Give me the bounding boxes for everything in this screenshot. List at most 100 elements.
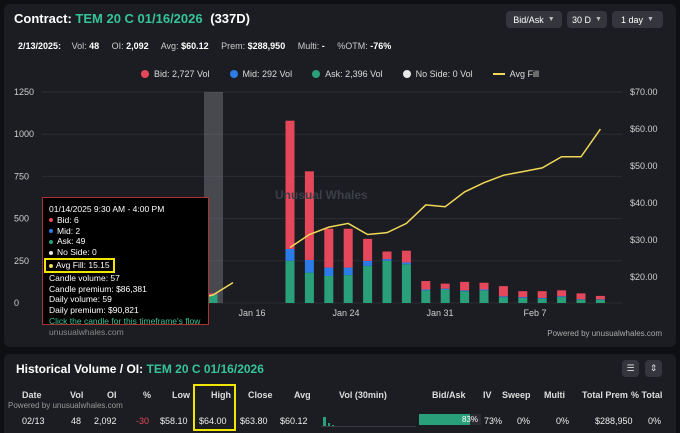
tooltip-hint[interactable]: Click the candle for this timeframe's fl… [49,315,201,326]
range-select[interactable]: 30 D ▼ [567,11,607,28]
legend-mid[interactable]: Mid: 292 Vol [229,68,293,80]
col-date[interactable]: Date [22,390,42,400]
contract-days: (337D) [210,11,250,26]
side-select[interactable]: Bid/Ask ▼ [506,11,562,28]
tooltip-title: 01/14/2025 9:30 AM - 4:00 PM [49,204,165,214]
legend-bid[interactable]: Bid: 2,727 Vol [140,68,210,80]
bar-mid [401,262,411,265]
expand-icon[interactable]: ⇕ [645,360,662,377]
row-vol: 48 [71,416,82,426]
tooltip-avg-row: Avg Fill: 15.15 [44,257,202,273]
bar-bid [440,283,450,289]
bar-mid [363,260,373,266]
row-date[interactable]: 02/13 [22,416,45,426]
col-multi[interactable]: Multi [544,390,565,400]
side-select-label: Bid/Ask [513,14,544,25]
tooltip-noside-row: No Side: 0 [49,247,202,258]
legend-mid-label: Mid: 292 Vol [242,69,293,79]
bar-ask [595,299,605,303]
tooltip-daily-premium: Daily premium: $90,821 [49,305,139,316]
history-title: Historical Volume / OI: TEM 20 C 01/16/2… [16,362,264,376]
stats-avg: Avg: $60.12 [161,41,209,51]
row-sweep: 0% [517,416,531,426]
col-iv[interactable]: IV [483,390,492,400]
bar-ask [518,297,528,303]
bar-ask [421,290,431,303]
bar-bid [518,291,528,298]
col-oi[interactable]: OI [107,390,117,400]
bar-bid [363,238,373,261]
bar-ask [460,291,470,303]
chevron-down-icon: ▼ [595,16,602,23]
vol30-baseline [321,426,416,427]
stats-avg-label: Avg: [160,41,179,51]
stats-vol: Vol: 48 [72,41,100,51]
bar-mid [440,288,450,290]
bar-mid [460,290,470,292]
chart-legend: Bid: 2,727 Vol Mid: 292 Vol Ask: 2,396 V… [0,68,680,80]
col-close[interactable]: Close [248,390,273,400]
y-left-tick-label: 1250 [14,87,34,97]
col-sweep[interactable]: Sweep [502,390,531,400]
bar-bid [595,295,605,300]
powered-by[interactable]: Powered by unusualwhales.com [547,329,662,338]
col-bidask[interactable]: Bid/Ask [432,390,466,400]
bar-bid [285,120,295,249]
bar-ask [382,260,392,303]
row-high: $64.00 [199,416,227,426]
col-vol[interactable]: Vol [70,390,84,400]
stats-date: 2/13/2025: [18,41,62,51]
tooltip-avg-fill: Avg Fill: 15.15 [55,259,110,270]
interval-select[interactable]: 1 day ▼ [612,11,663,28]
y-right-tick-label: $50.00 [630,161,658,171]
tooltip-ask: Ask: 49 [57,236,86,247]
stats-vol-value: 48 [89,41,100,51]
legend-ask-label: Ask: 2,396 Vol [325,69,383,79]
range-select-label: 30 D [572,14,592,25]
bar-mid [421,289,431,291]
legend-bid-label: Bid: 2,727 Vol [153,69,210,79]
col-vol30[interactable]: Vol (30min) [339,390,387,400]
bar-mid [518,297,528,298]
y-left-tick-label: 1000 [14,129,34,139]
bar-mid [382,259,392,261]
bar-mid [304,259,314,273]
sliders-icon[interactable]: ☰ [622,360,639,377]
stats-otm-value: -76% [370,41,392,51]
tooltip-noside: No Side: 0 [57,247,97,258]
tooltip-mid-row: Mid: 2 [49,226,202,237]
col-pct[interactable]: % [143,390,152,400]
ask-bullet-icon [49,239,53,244]
bar-ask [343,275,353,303]
legend-noside[interactable]: No Side: 0 Vol [402,68,473,80]
row-total-prem: $288,950 [595,416,633,426]
volume-chart[interactable]: 1250 1000 750 500 250 0 $70.00 $60.00 $50.00 $40.… [0,0,680,345]
bar-ask [285,260,295,303]
stats-multi-value: - [321,41,325,51]
stats-prem-label: Prem: [221,41,246,51]
history-powered-by[interactable]: Powered by unusualwhales.com [8,401,123,410]
history-title-prefix: Historical Volume / OI: [16,362,144,376]
row-iv: 73% [484,416,503,426]
col-low[interactable]: Low [172,390,190,400]
bar-mid [557,296,567,298]
bar-mid [343,267,353,276]
stats-multi-label: Multi: [297,41,320,51]
contract-ticker[interactable]: TEM 20 C 01/16/2026 [75,11,203,26]
row-multi: 0% [556,416,570,426]
legend-avg-fill[interactable]: Avg Fill [492,68,539,80]
bar-bid [557,290,567,297]
bar-ask [498,297,508,303]
col-pct-total[interactable]: % Total [631,390,663,400]
bar-ask [557,297,567,303]
y-right-tick-label: $20.00 [630,272,658,282]
col-avg[interactable]: Avg [294,390,311,400]
legend-ask[interactable]: Ask: 2,396 Vol [312,68,383,80]
history-ticker[interactable]: TEM 20 C 01/16/2026 [146,362,264,376]
avg-fill-highlight: Avg Fill: 15.15 [44,257,115,273]
col-total-prem[interactable]: Total Prem [582,390,628,400]
col-high[interactable]: High [211,390,231,400]
legend-avg-fill-label: Avg Fill [509,69,539,79]
bar-bid [208,293,218,295]
bar-bid [382,251,392,260]
